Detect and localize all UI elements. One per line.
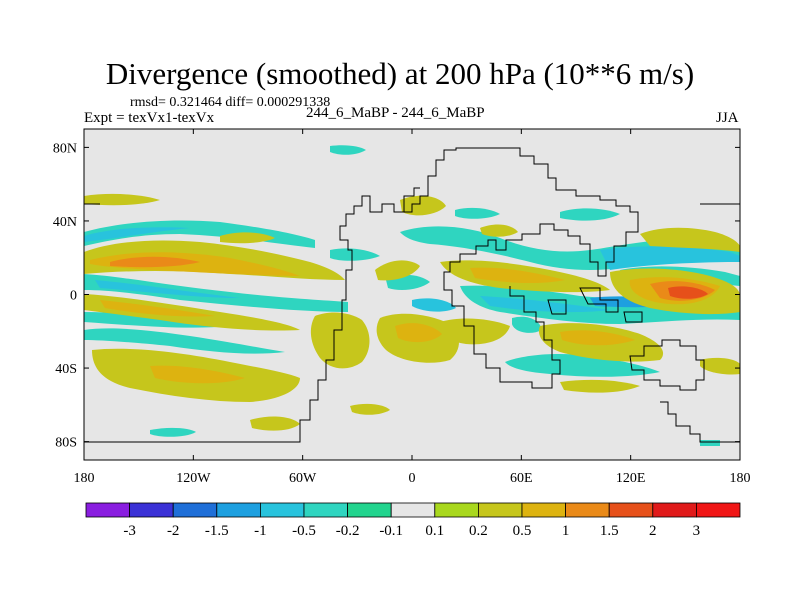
- contour-region: [412, 298, 456, 312]
- x-tick-label: 180: [74, 471, 95, 486]
- x-tick-label: 0: [409, 471, 416, 486]
- colorbar: -3 -2 -1.5 -1 -0.5 -0.2 -0.1 0.1 0.2 0.5 1 1.5 2 3: [85, 502, 741, 539]
- contour-region: [84, 227, 190, 242]
- x-tick-label: 60W: [289, 471, 317, 486]
- coastline-maritime: [547, 287, 643, 323]
- x-tick-label: 120W: [176, 471, 211, 486]
- contour-region: [330, 248, 380, 261]
- contour-region: [250, 416, 300, 431]
- colorbar-label: -1: [254, 523, 267, 539]
- colorbar-swatch: [303, 502, 348, 518]
- colorbar-label: 1.5: [600, 523, 619, 539]
- colorbar-swatch: [696, 502, 741, 518]
- colorbar-label: 0.2: [469, 523, 488, 539]
- contour-region: [700, 440, 720, 446]
- stats-line: rmsd= 0.321464 diff= 0.000291338: [130, 95, 331, 110]
- y-tick-label: 80S: [55, 436, 77, 451]
- contour-region: [150, 365, 245, 384]
- colorbar-swatch: [259, 502, 305, 518]
- contour-region: [395, 323, 442, 343]
- season-label: JJA: [716, 110, 739, 126]
- colorbar-swatch: [565, 502, 610, 518]
- chart-title: Divergence (smoothed) at 200 hPa (10**6 …: [105, 56, 695, 91]
- contour-region: [440, 318, 510, 345]
- contour-region: [350, 403, 390, 415]
- contour-region: [84, 193, 160, 206]
- colorbar-swatch: [216, 502, 261, 518]
- contour-region: [470, 267, 565, 284]
- colorbar-swatch: [652, 502, 697, 518]
- colorbar-swatch: [172, 502, 218, 518]
- contour-region: [84, 274, 348, 312]
- colorbar-swatch: [85, 502, 130, 518]
- colorbar-swatch: [608, 502, 654, 518]
- contour-region: [560, 379, 640, 393]
- coastline-australia: [629, 339, 705, 391]
- colorbar-label: 1: [562, 523, 570, 539]
- contour-region: [310, 312, 370, 369]
- colorbar-label: -0.1: [379, 523, 403, 539]
- contour-region: [512, 316, 542, 333]
- contour-region: [150, 427, 196, 437]
- contour-region: [560, 208, 620, 221]
- colorbar-swatch: [129, 502, 174, 518]
- y-tick-label: 40N: [53, 215, 77, 230]
- contour-region: [600, 246, 740, 270]
- experiment-line: Expt = texVx1-texVx: [84, 110, 215, 126]
- contour-region: [560, 330, 635, 346]
- colorbar-label: 2: [649, 523, 657, 539]
- contour-region: [330, 145, 366, 155]
- colorbar-swatch: [521, 502, 566, 518]
- coastline-americas: [84, 187, 420, 443]
- contour-region: [668, 286, 708, 299]
- contour-region: [84, 220, 315, 248]
- contour-region: [480, 224, 518, 237]
- colorbar-label: 0.1: [425, 523, 444, 539]
- coastline-antarctica: [84, 401, 740, 443]
- y-axis: 80N 40N 0 40S 80S: [53, 141, 740, 451]
- coastline-africa-eurasia: [398, 147, 639, 389]
- y-tick-label: 40S: [55, 362, 77, 377]
- contour-region: [100, 300, 215, 317]
- colorbar-label: -0.5: [292, 523, 316, 539]
- contour-region: [505, 354, 660, 377]
- colorbar-swatch: [390, 502, 436, 518]
- colorbar-label: -2: [167, 523, 180, 539]
- contour-region: [640, 227, 740, 252]
- colorbar-label: 0.5: [513, 523, 532, 539]
- contour-region: [95, 280, 240, 298]
- x-tick-label: 180: [730, 471, 751, 486]
- colorbar-swatch: [477, 502, 523, 518]
- contour-region: [480, 296, 610, 313]
- coastlines: [84, 147, 740, 443]
- x-tick-label: 60E: [510, 471, 533, 486]
- x-axis: 180 120W 60W 0 60E 120E 180: [74, 129, 751, 486]
- contour-region: [455, 207, 500, 219]
- contour-region: [375, 260, 420, 281]
- colorbar-label: -1.5: [205, 523, 229, 539]
- y-tick-label: 0: [70, 289, 77, 304]
- colorbar-swatch: [347, 502, 392, 518]
- x-tick-label: 120E: [616, 471, 646, 486]
- colorbar-swatch: [434, 502, 479, 518]
- colorbar-label: -0.2: [336, 523, 360, 539]
- colorbar-label: 3: [693, 523, 701, 539]
- case-line: 244_6_MaBP - 244_6_MaBP: [306, 105, 485, 121]
- contour-region: [84, 328, 285, 354]
- contour-region: [220, 232, 275, 244]
- y-tick-label: 80N: [53, 141, 77, 156]
- contour-region: [700, 357, 740, 375]
- colorbar-label: -3: [123, 523, 136, 539]
- contour-fill-layer: [84, 145, 740, 446]
- contour-region: [110, 256, 200, 268]
